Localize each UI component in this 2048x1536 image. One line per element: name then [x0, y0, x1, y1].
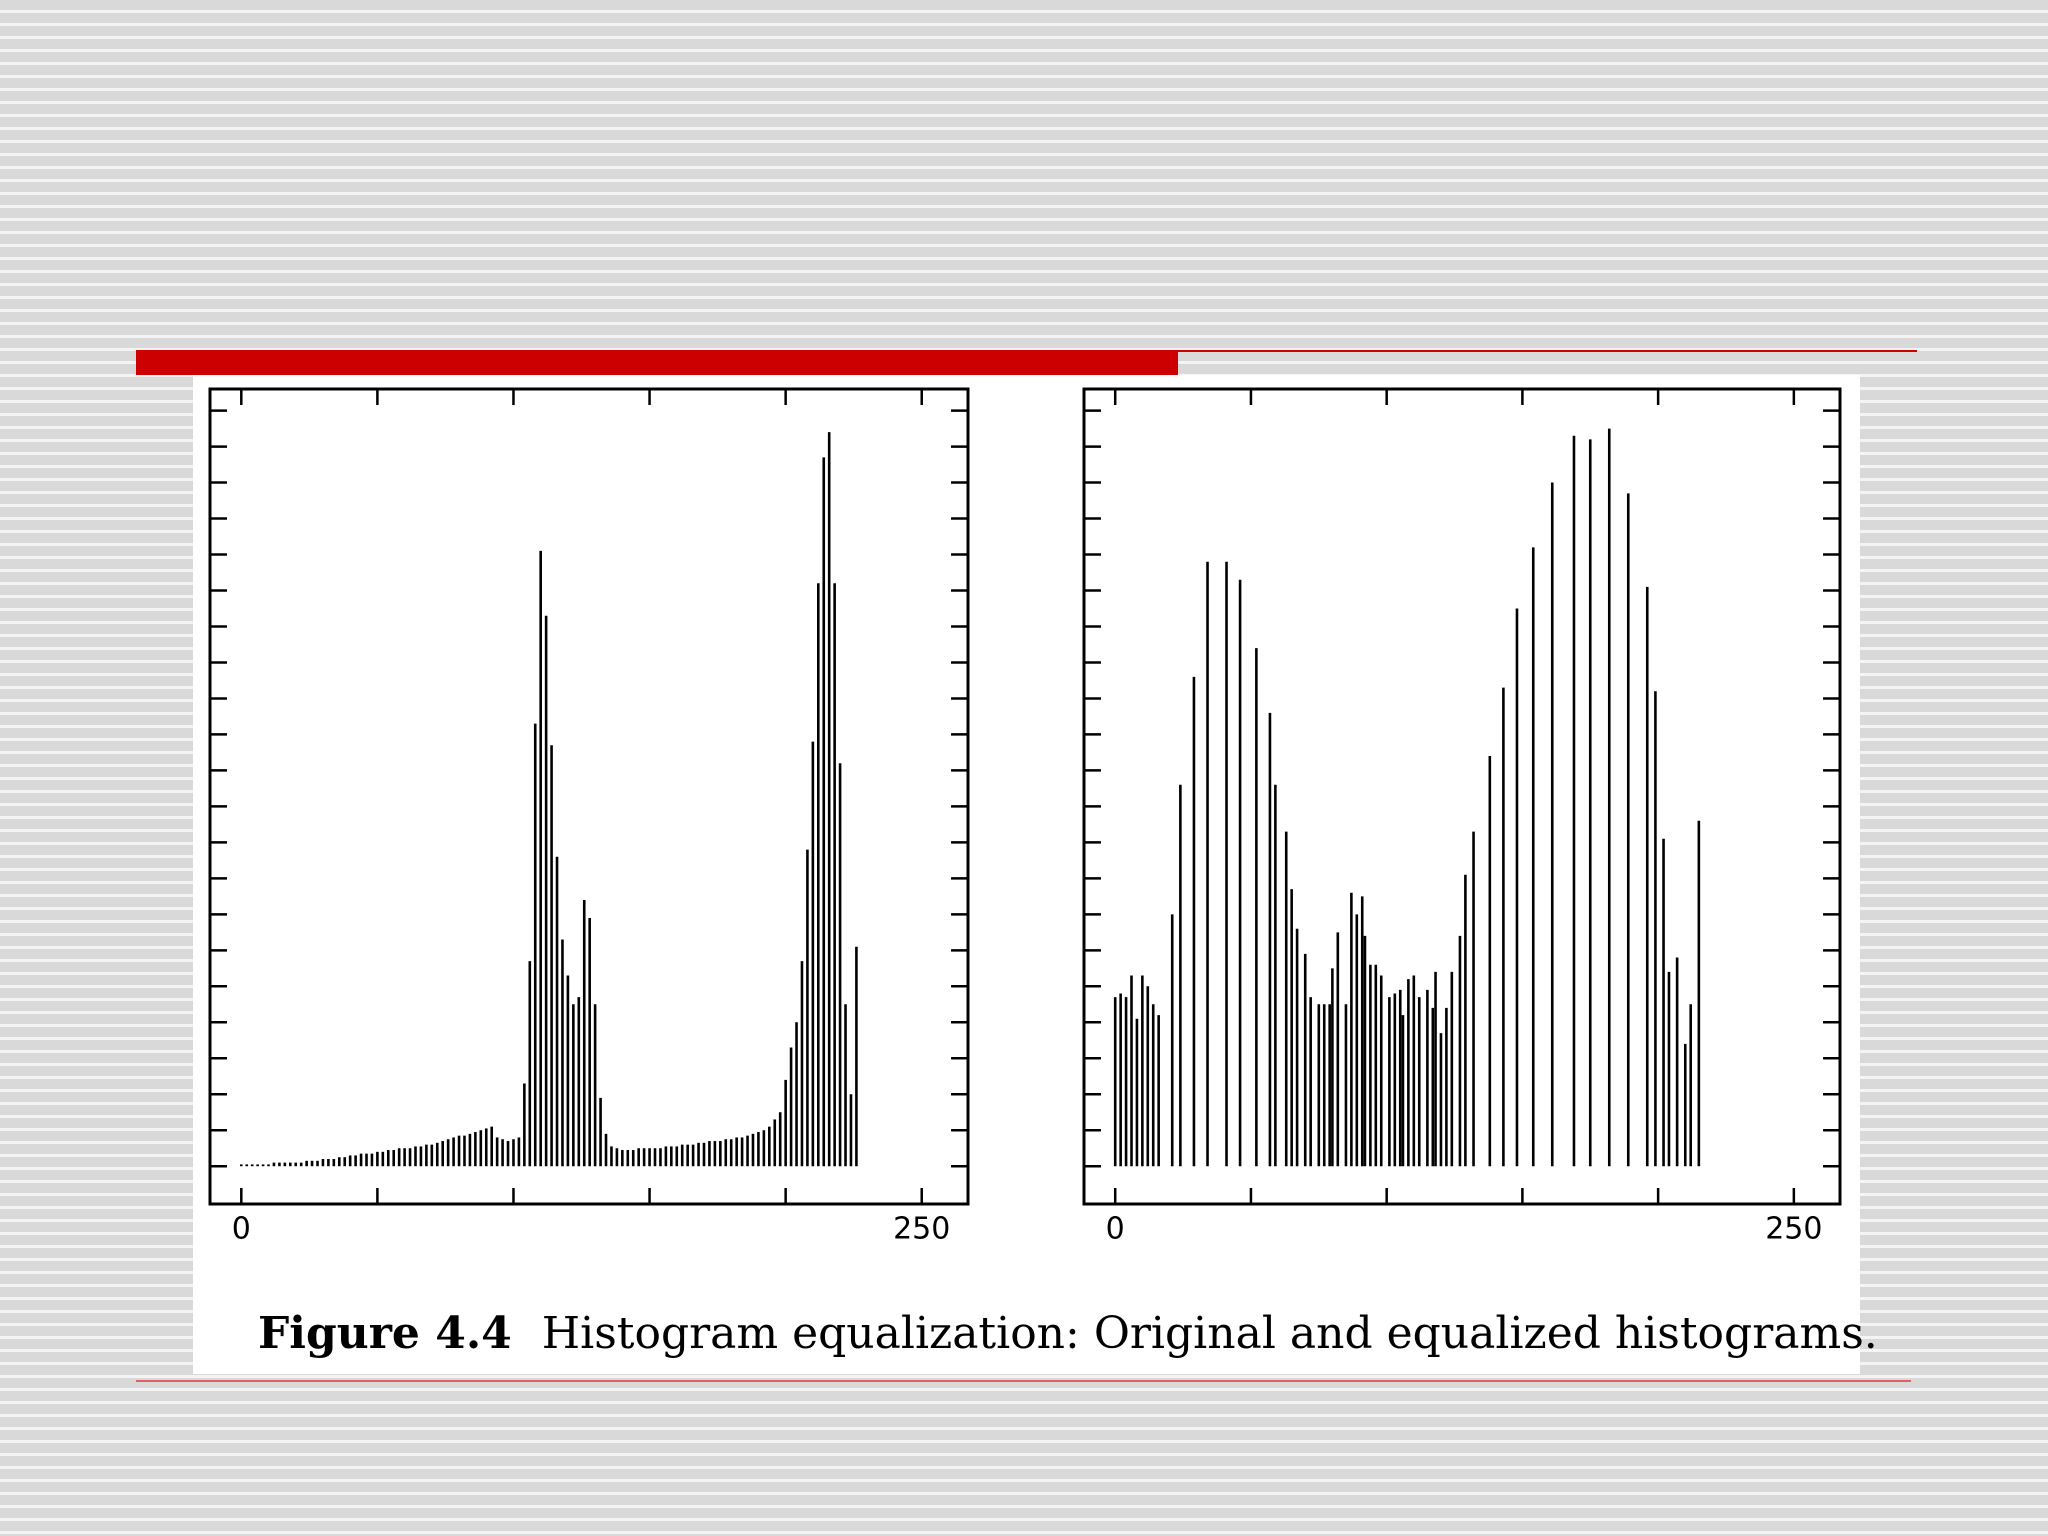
figure-panel	[193, 375, 1860, 1374]
plot-frame	[208, 387, 970, 1206]
caption-text: Histogram equalization: Original and equ…	[542, 1308, 1878, 1359]
caption-label: Figure 4.4	[258, 1308, 512, 1359]
title-bar	[136, 350, 1178, 375]
x-tick-label: 0	[1106, 1212, 1125, 1247]
x-tick-label: 250	[1765, 1212, 1822, 1247]
plot-frame	[1082, 387, 1842, 1206]
figure-caption: Figure 4.4 Histogram equalization: Origin…	[258, 1308, 1878, 1359]
x-tick-label: 0	[232, 1212, 251, 1247]
x-tick-label: 250	[893, 1212, 950, 1247]
